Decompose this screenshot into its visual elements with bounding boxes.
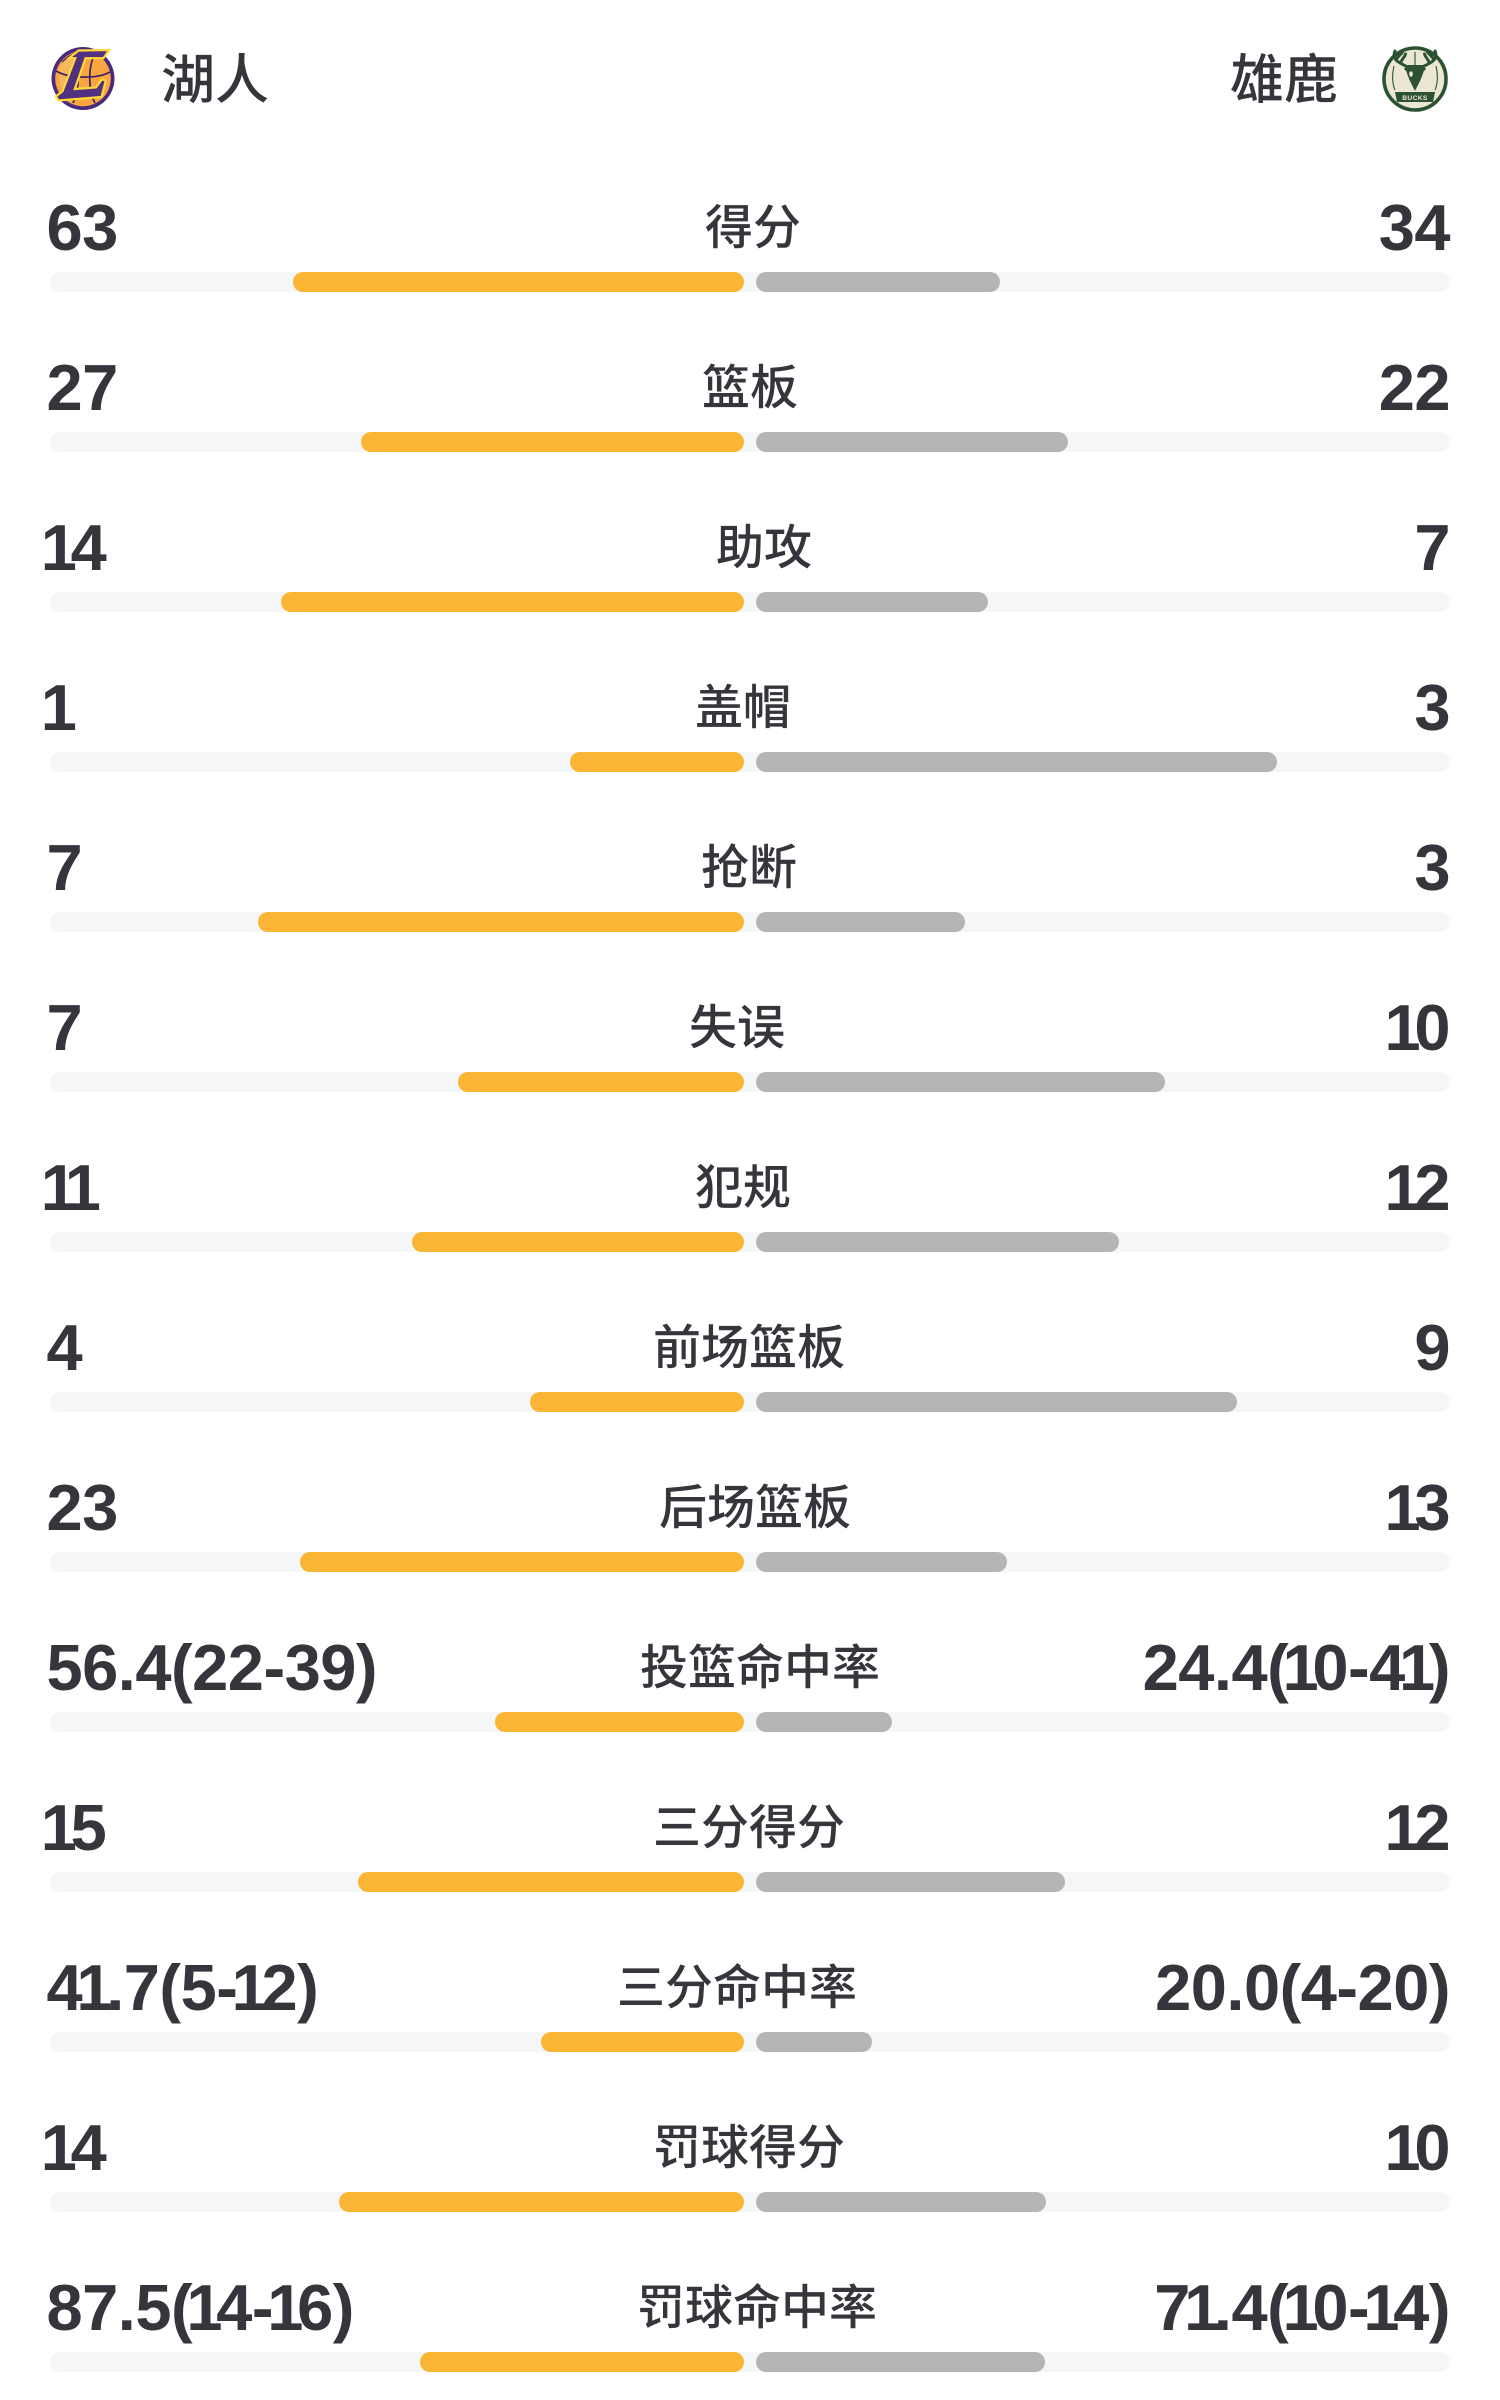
svg-text:BUCKS: BUCKS <box>1402 95 1428 102</box>
